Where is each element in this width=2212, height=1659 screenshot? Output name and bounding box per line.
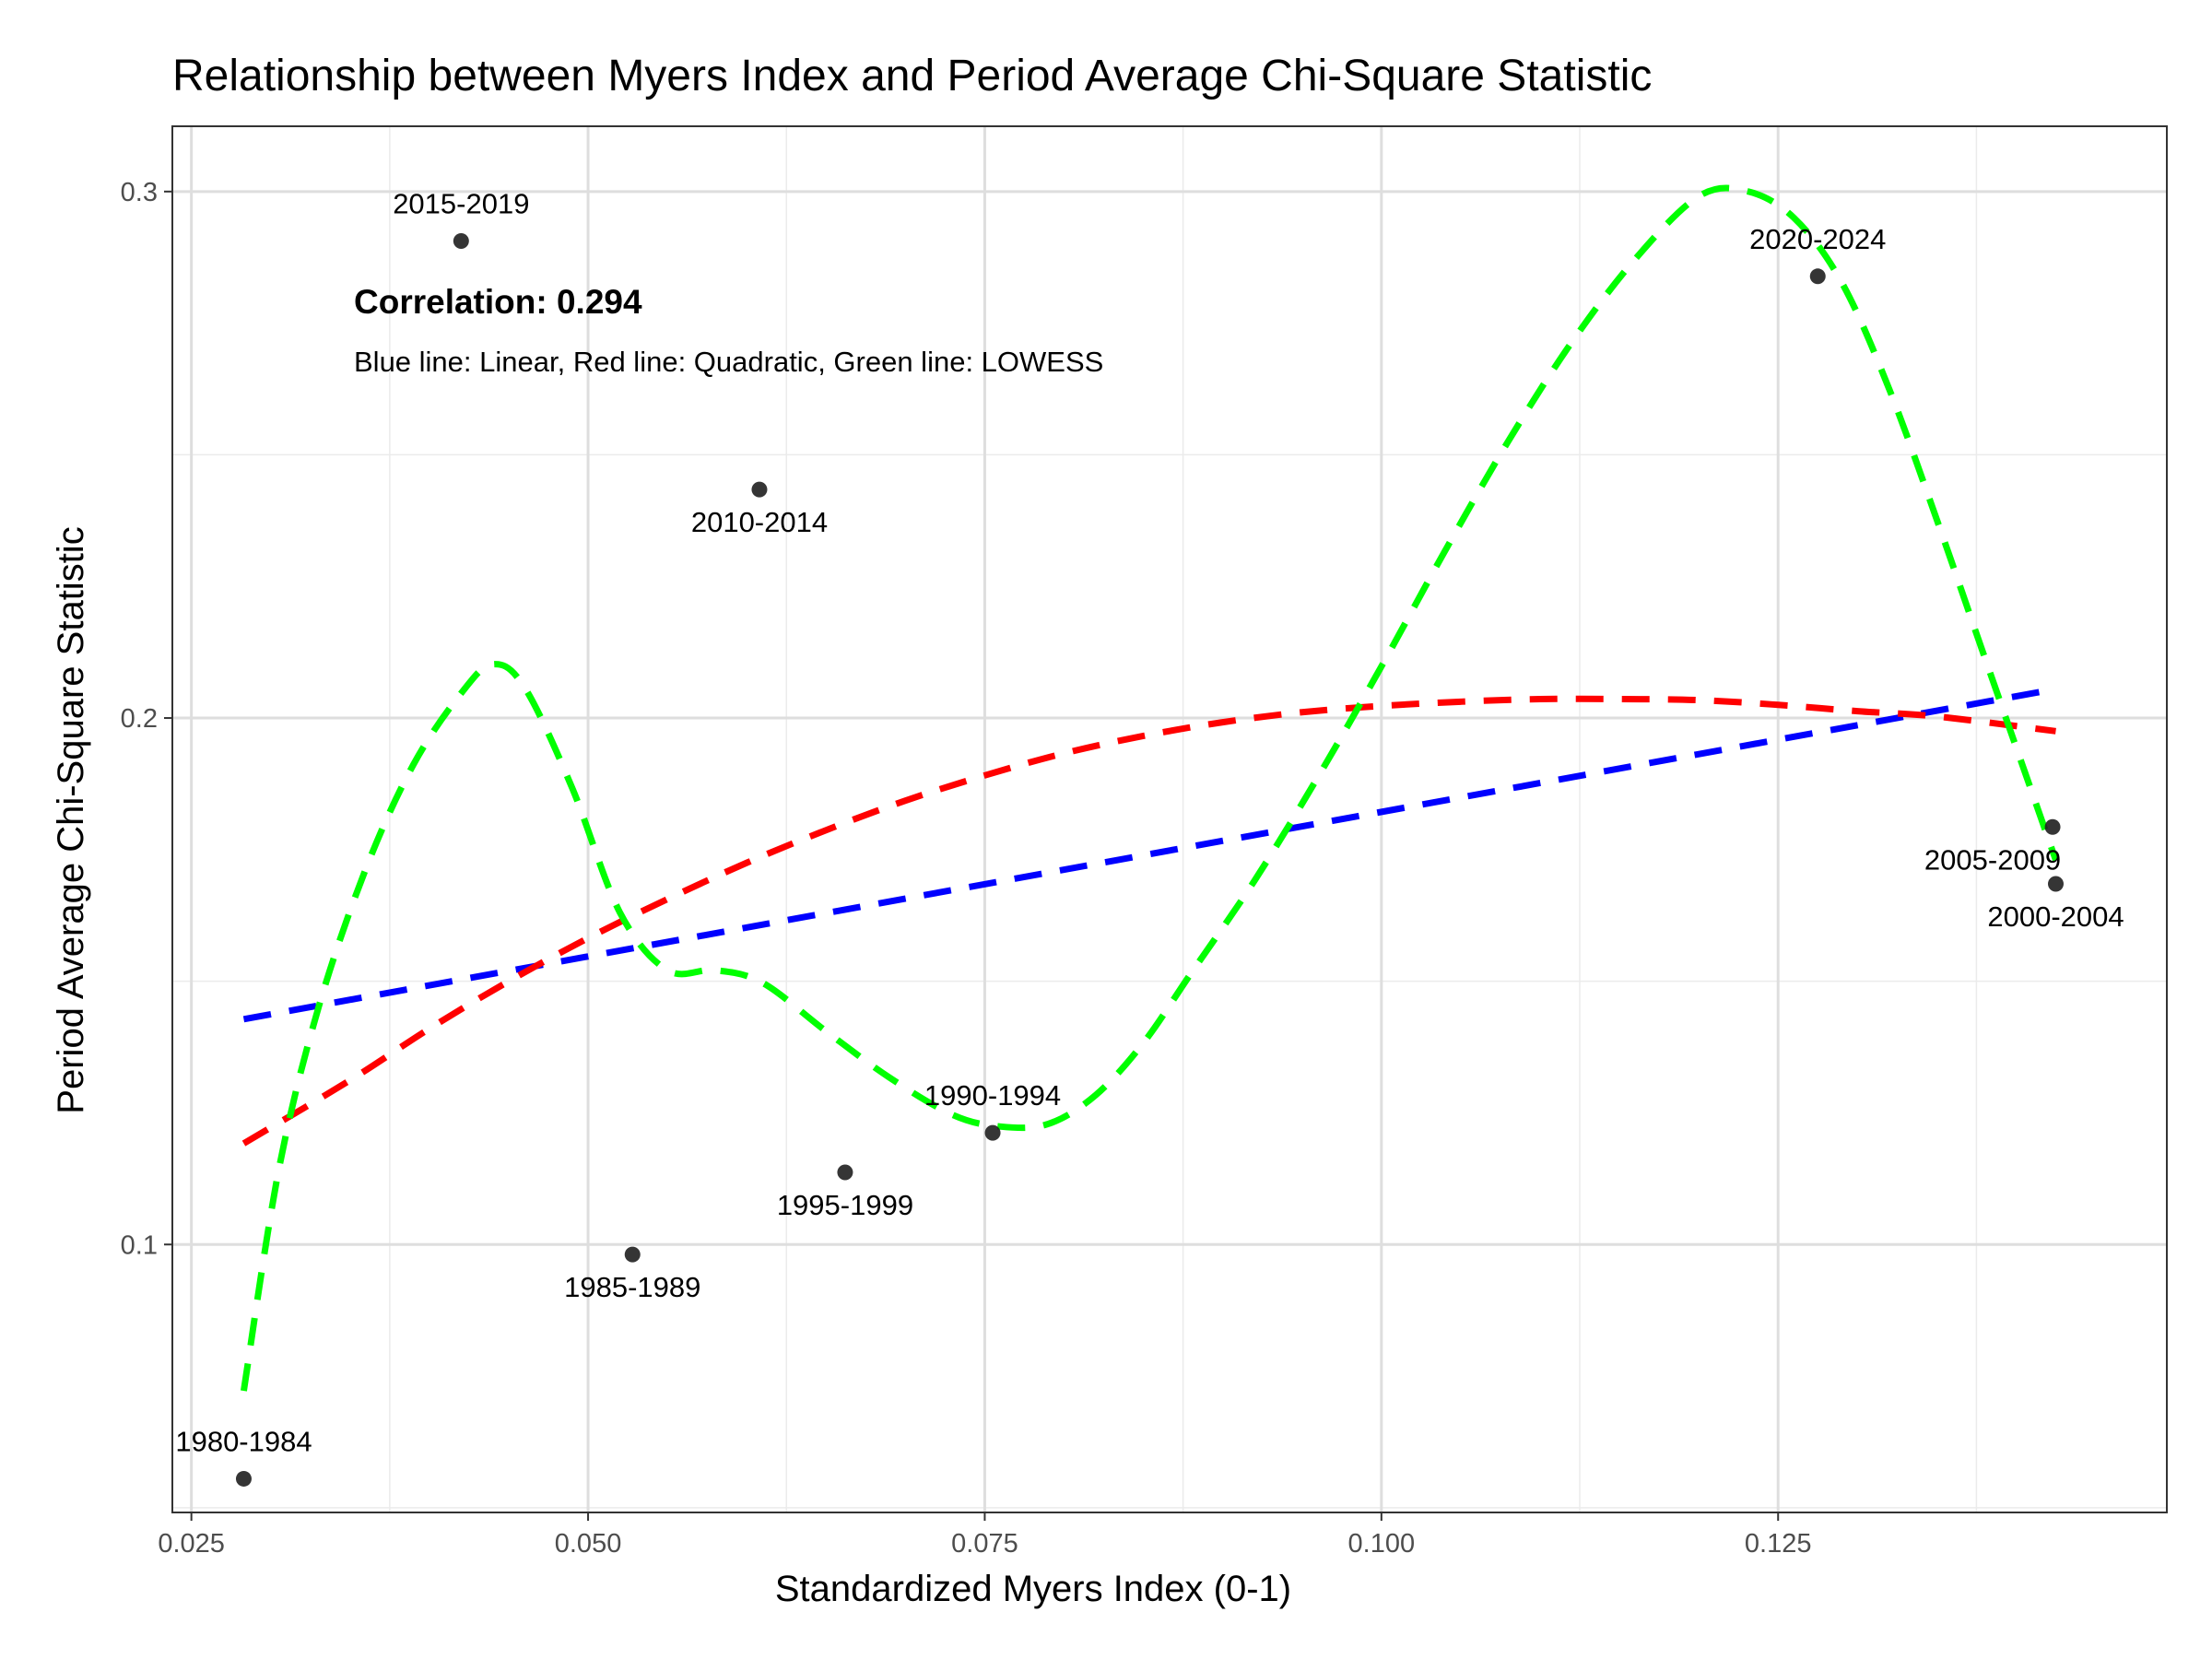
data-point [2044, 818, 2061, 835]
x-tick-label: 0.100 [1348, 1529, 1416, 1559]
axis-ticks: 0.025 0.050 0.075 0.100 0.125 0.1 0.2 0.3 [121, 178, 1812, 1559]
x-tick-label: 0.025 [158, 1529, 225, 1559]
y-axis-title: Period Average Chi-Square Statistic [51, 526, 91, 1113]
data-point-label: 1980-1984 [175, 1425, 312, 1457]
fit-lines [241, 184, 2059, 1392]
plot-panel-border [171, 125, 2168, 1513]
data-point [235, 1470, 252, 1487]
correlation-annotation: Correlation: 0.294 [354, 283, 642, 321]
data-point [1809, 268, 1826, 285]
y-tick-label: 0.1 [121, 1230, 158, 1260]
data-point-label: 1995-1999 [777, 1189, 913, 1221]
x-tick-label: 0.050 [555, 1529, 622, 1559]
data-point [453, 233, 469, 250]
data-points [235, 233, 2064, 1487]
data-point [837, 1164, 853, 1181]
data-point [624, 1246, 641, 1263]
data-point [751, 481, 768, 498]
data-point-label: 2015-2019 [393, 188, 529, 220]
line-legend-annotation: Blue line: Linear, Red line: Quadratic, … [354, 346, 1103, 378]
data-point-label: 2005-2009 [1924, 843, 2061, 876]
chart-title: Relationship between Myers Index and Per… [172, 52, 1652, 100]
grid-lines [172, 126, 2167, 1512]
x-tick-label: 0.075 [951, 1529, 1018, 1559]
data-point [984, 1124, 1001, 1141]
data-point-label: 1985-1989 [564, 1271, 700, 1303]
y-tick-label: 0.2 [121, 704, 158, 734]
data-point-label: 2020-2024 [1749, 223, 1886, 255]
quadratic-fit-line [241, 695, 2056, 1147]
data-point-label: 1990-1994 [924, 1079, 1061, 1112]
data-point [2047, 876, 2064, 892]
y-tick-label: 0.3 [121, 178, 158, 207]
x-tick-label: 0.125 [1745, 1529, 1812, 1559]
x-axis-title: Standardized Myers Index (0-1) [775, 1569, 1291, 1609]
lowess-fit-line [241, 184, 2059, 1392]
point-labels: 1980-1984 1985-1989 1990-1994 1995-1999 2000… [175, 188, 2124, 1458]
linear-fit-line [242, 686, 2057, 1023]
data-point-label: 2010-2014 [691, 506, 828, 538]
data-point-label: 2000-2004 [1987, 900, 2124, 933]
